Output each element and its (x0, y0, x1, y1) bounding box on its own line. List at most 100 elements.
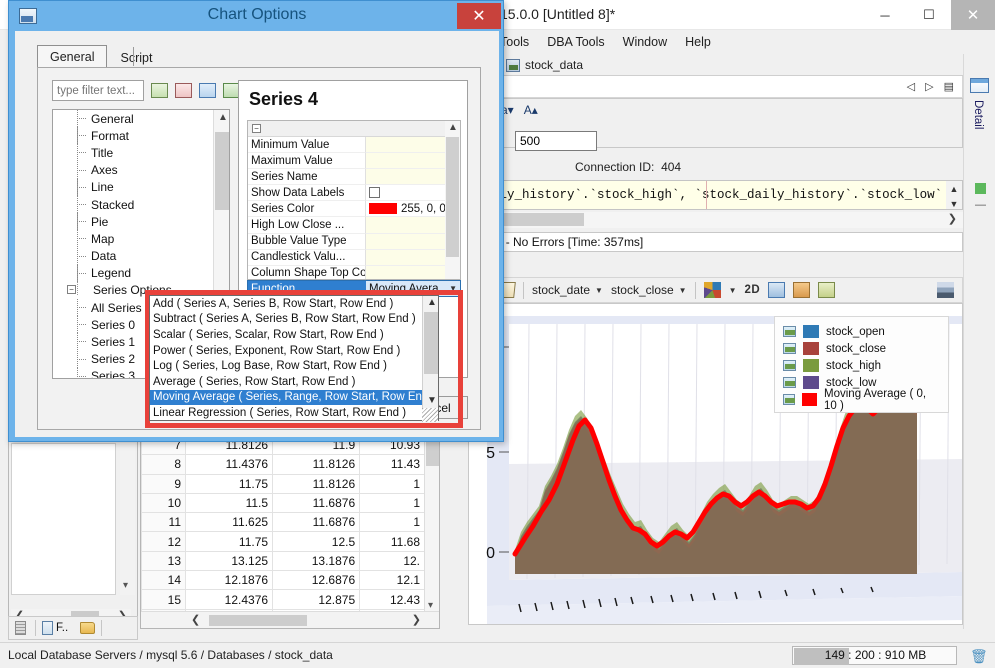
cell-value[interactable]: 12.875 (272, 589, 361, 610)
sql-vertical-scrollbar[interactable]: ▲ ▼ (946, 181, 962, 209)
chevron-down-icon[interactable]: ▾ (428, 600, 434, 611)
save-icon[interactable] (199, 83, 216, 98)
scroll-down-icon[interactable]: ▼ (949, 198, 959, 209)
tab-servers[interactable] (9, 617, 35, 639)
dimension-toggle[interactable]: 2D (744, 284, 761, 296)
cell-value[interactable]: 11.4376 (184, 454, 274, 475)
tree-item-stacked[interactable]: Stacked (53, 195, 229, 214)
table-row[interactable]: 13 13.125 13.1876 12. (141, 550, 425, 572)
property-row[interactable]: Maximum Value (248, 153, 460, 170)
property-grid-scrollbar[interactable]: ▲ (445, 121, 460, 279)
sql-editor[interactable]: daily_history`.`stock_high`, `stock_dail… (470, 180, 963, 210)
property-row[interactable]: Series Color 255, 0, 0 (248, 201, 460, 218)
font-size-down-icon[interactable]: a▾ (501, 103, 514, 117)
tree-item-pie[interactable]: Pie (53, 213, 229, 231)
document-tab-stock-data[interactable]: stock_data (506, 55, 583, 75)
tree-item-axes[interactable]: Axes (53, 161, 229, 179)
table-row[interactable]: 10 11.5 11.6876 1 (141, 492, 425, 514)
prev-icon[interactable]: ◁ (906, 81, 916, 93)
cell-value[interactable]: 11.75 (184, 473, 274, 494)
explorer-list[interactable] (11, 443, 116, 595)
tree-item-all-series[interactable]: All Series (53, 299, 229, 317)
dropdown-option-log[interactable]: Log ( Series, Log Base, Row Start, Row E… (153, 360, 387, 373)
close-button[interactable]: ✕ (951, 0, 995, 30)
property-value[interactable] (366, 137, 460, 154)
dropdown-scroll-thumb[interactable] (424, 312, 438, 374)
scroll-up-icon[interactable]: ▲ (448, 122, 458, 133)
chevron-down-icon[interactable]: ▾ (123, 580, 129, 591)
tab-general[interactable]: General (37, 45, 108, 68)
table-row[interactable]: 12 11.75 12.5 11.68 (141, 531, 425, 552)
chevron-down-icon[interactable]: ▼ (449, 284, 457, 293)
legend-item[interactable]: stock_close (783, 340, 940, 357)
cell-value[interactable]: 13.1876 (272, 550, 361, 572)
function-dropdown-list[interactable]: Add ( Series A, Series B, Row Start, Row… (149, 295, 439, 422)
tree-item-format[interactable]: Format (53, 127, 229, 145)
property-value[interactable] (366, 249, 460, 266)
sql-collapse-icon[interactable]: — (975, 199, 986, 211)
menu-item-window[interactable]: Window (622, 35, 668, 49)
tree-item-legend[interactable]: Legend (53, 264, 229, 282)
result-grid[interactable]: 7 11.8126 11.9 10.93 8 11.4376 11.8126 1… (140, 434, 440, 629)
label-icon[interactable] (818, 282, 836, 298)
property-value[interactable] (366, 217, 460, 234)
cell-value[interactable]: 13.125 (184, 550, 274, 572)
table-row[interactable]: 8 11.4376 11.8126 11.43 (141, 454, 425, 475)
menu-item-help[interactable]: Help (685, 35, 711, 49)
grid-horizontal-scrollbar[interactable]: ❮ ❯ (141, 611, 439, 628)
tab-script[interactable]: Script (107, 47, 166, 68)
dropdown-option-subtract[interactable]: Subtract ( Series A, Series B, Row Start… (153, 313, 416, 326)
cell-value[interactable]: 11.8126 (272, 454, 361, 475)
dropdown-scrollbar[interactable]: ▲ ▼ (422, 296, 438, 422)
detail-rail-label[interactable]: Detail (972, 100, 984, 130)
list-icon[interactable]: ▤ (943, 81, 954, 93)
explorer-vertical-scrollbar[interactable]: ▾ (120, 443, 135, 595)
scroll-left-icon[interactable]: ❮ (191, 614, 201, 626)
tree-item-general[interactable]: General (53, 110, 229, 128)
tree-item-series-3[interactable]: Series 3 (53, 367, 229, 378)
cell-value[interactable]: 11.68 (359, 531, 425, 552)
cell-value[interactable]: 11.6876 (272, 492, 361, 514)
dropdown-option-linear-regression[interactable]: Linear Regression ( Series, Row Start, R… (153, 406, 407, 419)
filter-input[interactable] (52, 80, 144, 101)
detail-grid-icon[interactable] (970, 78, 989, 93)
dialog-close-button[interactable]: ✕ (457, 3, 501, 29)
cell-value[interactable]: 11.75 (184, 531, 274, 552)
expand-all-icon[interactable] (151, 83, 168, 98)
grid-vertical-scrollbar[interactable]: ▾ (424, 435, 439, 613)
cell-value[interactable]: 12.1876 (184, 570, 274, 591)
tree-item-data[interactable]: Data (53, 247, 229, 265)
cell-value[interactable]: 1 (359, 473, 425, 494)
cell-value[interactable]: 11.5 (184, 492, 274, 514)
legend-item[interactable]: stock_low (783, 374, 940, 391)
tab-folder[interactable] (74, 617, 101, 639)
cell-value[interactable]: 12.5 (272, 531, 361, 552)
grid-vscroll-thumb[interactable] (426, 436, 439, 466)
scroll-up-icon[interactable]: ▲ (218, 112, 228, 123)
tree-item-line[interactable]: Line (53, 178, 229, 196)
row-limit-input[interactable] (515, 131, 597, 151)
dropdown-option-add[interactable]: Add ( Series A, Series B, Row Start, Row… (153, 297, 394, 310)
cell-value[interactable]: 12.4376 (184, 589, 274, 610)
cell-value[interactable]: 12.43 (359, 589, 425, 610)
table-row[interactable]: 14 12.1876 12.6876 12.1 (141, 570, 425, 591)
dropdown-option-moving-average[interactable]: Moving Average ( Series, Range, Row Star… (150, 389, 438, 406)
trash-icon[interactable]: 🗑 (970, 648, 988, 664)
property-grid[interactable]: − Minimum Value Maximum Value Series Nam… (247, 120, 461, 280)
tree-item-title[interactable]: Title (53, 144, 229, 162)
sql-horizontal-scrollbar[interactable]: ❯ (470, 212, 963, 228)
property-value[interactable] (366, 185, 460, 202)
collapse-expander-icon[interactable]: − (67, 284, 76, 294)
function-combo[interactable]: Moving Avera... ▼ (366, 281, 460, 296)
menu-item-dba-tools[interactable]: DBA Tools (547, 35, 605, 49)
collapse-all-icon[interactable] (175, 83, 192, 98)
table-row[interactable]: 15 12.4376 12.875 12.43 (141, 589, 425, 610)
property-scroll-thumb[interactable] (446, 137, 459, 257)
tree-item-series-2[interactable]: Series 2 (53, 350, 229, 368)
bars-icon[interactable] (937, 282, 954, 298)
property-value[interactable] (366, 153, 460, 170)
collapse-expander-icon[interactable]: − (252, 124, 261, 133)
property-row[interactable]: Candlestick Valu... (248, 249, 460, 266)
pie-chart-icon[interactable] (703, 282, 721, 298)
table-row[interactable]: 9 11.75 11.8126 1 (141, 473, 425, 494)
